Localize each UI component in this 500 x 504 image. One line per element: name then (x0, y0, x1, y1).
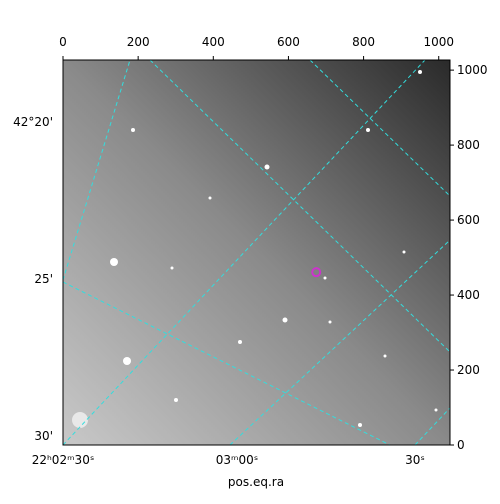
x-tick-label: 800 (352, 35, 375, 49)
sky-image (63, 60, 450, 445)
ra-tick-label: 03ᵐ00ˢ (216, 453, 259, 467)
marker (311, 267, 322, 278)
y-tick-label: 800 (457, 138, 480, 152)
y-tick-label: 0 (457, 438, 465, 452)
plot-frame (62, 59, 451, 446)
x-tick-label: 600 (277, 35, 300, 49)
x-tick-label: 1000 (423, 35, 454, 49)
stars (72, 70, 438, 428)
x-tick-label: 200 (127, 35, 150, 49)
x-tick-label: 0 (59, 35, 67, 49)
dec-tick-label: 25' (34, 272, 53, 286)
y-tick-label: 400 (457, 288, 480, 302)
y-tick-label: 600 (457, 213, 480, 227)
ra-tick-label: 30ˢ (405, 453, 425, 467)
x-axis-label: pos.eq.ra (228, 475, 284, 489)
x-tick-label: 400 (202, 35, 225, 49)
y-tick-label: 1000 (457, 63, 488, 77)
y-tick-label: 200 (457, 363, 480, 377)
ra-tick-label: 22ʰ02ᵐ30ˢ (32, 453, 95, 467)
dec-tick-label: 42°20' (13, 115, 53, 129)
dec-tick-label: 30' (34, 429, 53, 443)
wcs-grid (63, 60, 450, 445)
